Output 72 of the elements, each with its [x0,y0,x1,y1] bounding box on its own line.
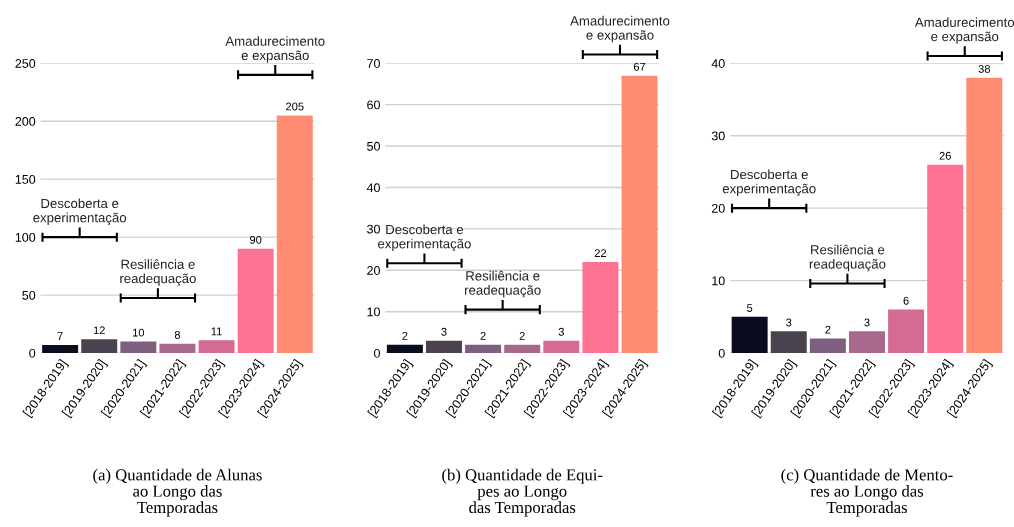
data-label: 10 [133,328,145,337]
y-tick-label: 150 [15,174,36,184]
text: (a) Quantidade de Alunas ao Longo das Temporadas [93,468,262,517]
bar [543,340,580,354]
data-label: 2 [825,325,831,334]
data-label: 12 [93,326,105,335]
bar [276,115,313,354]
bar [426,340,462,354]
data-label: 3 [864,318,870,327]
bar [237,248,274,354]
y-tick-label: 250 [15,59,36,68]
data-label: 26 [939,151,951,160]
y-tick-label: 20 [367,266,380,275]
y-tick-label: 60 [367,100,380,110]
bar [582,261,619,354]
data-label: 2 [480,331,486,340]
bar [809,338,846,354]
annotation: Descoberta e experimentação [722,169,816,196]
y-tick-label: 100 [15,232,36,242]
data-label: 205 [286,102,304,111]
bar [159,343,196,354]
data-label: 3 [786,318,792,327]
y-tick-label: 50 [367,141,380,151]
y-tick-label: 10 [712,276,725,286]
bar [770,331,807,354]
data-label: 8 [174,330,181,339]
annotation: Resiliência e readequação [465,270,541,298]
data-label: 38 [978,64,990,73]
y-tick-label: 10 [367,307,380,317]
data-label: 2 [519,331,525,340]
bar [81,339,118,354]
y-tick-label: 0 [374,348,380,358]
data-label: 3 [441,327,447,336]
data-label: 11 [211,327,222,336]
y-tick-label: 0 [718,348,725,358]
bar [966,77,1003,354]
data-label: 90 [250,235,262,244]
y-tick-label: 30 [367,224,380,234]
bar [120,341,157,354]
annotation: Resiliência e readequação [809,244,886,272]
y-tick-label: 40 [711,59,725,68]
bar [198,340,235,354]
data-label: 5 [746,304,753,312]
annotation: Descoberta e experimentação [33,198,127,225]
y-tick-label: 70 [367,59,380,68]
y-tick-label: 0 [29,348,36,358]
bar [504,344,541,354]
y-tick-label: 200 [15,117,36,126]
y-tick-label: 50 [22,290,36,300]
bar [465,344,502,354]
y-tick-label: 30 [711,131,725,141]
text: (c) Quantidade de Mento- res ao Longo das Temporadas [781,468,953,517]
data-label: 6 [903,296,909,305]
bar [848,331,885,354]
data-label: 2 [402,331,408,340]
bar [386,344,423,354]
data-label: 3 [558,327,564,336]
annotation: Resiliência e readequação [120,259,196,286]
text: (b) Quantidade de Equi- pes ao Longo das Temporadas [442,468,603,517]
text: Amadurecimento e expansão [914,17,1014,44]
y-tick-label: 20 [711,203,725,213]
data-label: 7 [57,332,63,340]
data-label: 67 [633,62,646,71]
bar [621,75,658,354]
text: Amadurecimento e expansão [225,36,325,63]
data-label: 22 [594,249,607,257]
bar [731,316,768,354]
y-tick-label: 40 [366,183,380,193]
bar [927,164,964,354]
bar [42,344,79,354]
text: Amadurecimento e expansão [570,15,670,43]
bar [888,309,925,354]
